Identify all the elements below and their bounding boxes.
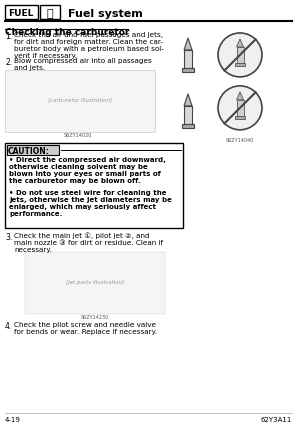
FancyBboxPatch shape [5,5,38,19]
Text: CAUTION:: CAUTION: [8,147,50,156]
Text: • Do not use steel wire for cleaning the
jets, otherwise the jet diameters may b: • Do not use steel wire for cleaning the… [9,190,172,217]
Polygon shape [184,38,192,50]
Bar [236,47,244,63]
Text: Blow compressed air into all passages
and jets.: Blow compressed air into all passages an… [14,58,152,71]
Text: S6ZY14230: S6ZY14230 [81,314,109,320]
Bar [25,252,165,314]
Text: 4.: 4. [5,322,12,331]
Text: Check the air and fuel passages and jets,
for dirt and foreign matter. Clean the: Check the air and fuel passages and jets… [14,32,164,59]
FancyBboxPatch shape [40,5,60,19]
Bar [236,100,244,116]
Polygon shape [184,94,192,106]
Text: S6ZY14040: S6ZY14040 [226,138,254,143]
Text: Checking the carburetor: Checking the carburetor [5,28,129,37]
Circle shape [218,33,262,77]
Text: Fuel system: Fuel system [68,9,143,19]
Text: • Direct the compressed air downward,
otherwise cleaning solvent may be
blown in: • Direct the compressed air downward, ot… [9,157,166,184]
Text: [jet parts illustration]: [jet parts illustration] [66,280,124,285]
Bar [182,124,194,128]
FancyBboxPatch shape [5,143,183,228]
FancyBboxPatch shape [7,145,59,155]
Text: [carburetor illustration]: [carburetor illustration] [48,97,112,102]
Text: 4-19: 4-19 [5,417,21,423]
Bar [235,63,245,66]
Bar [5,70,155,132]
Text: ⛽: ⛽ [47,9,53,19]
Bar [184,50,192,68]
Text: 2.: 2. [5,58,12,67]
Text: S6ZY14020: S6ZY14020 [64,133,92,138]
Bar [235,116,245,119]
Text: 3.: 3. [5,232,12,242]
Text: Check the pilot screw and needle valve
for bends or wear. Replace if necessary.: Check the pilot screw and needle valve f… [14,322,157,334]
Bar [182,68,194,72]
Text: Check the main jet ①, pilot jet ②, and
main nozzle ③ for dirt or residue. Clean : Check the main jet ①, pilot jet ②, and m… [14,232,163,253]
Text: 1.: 1. [5,32,12,41]
Polygon shape [236,92,244,100]
Circle shape [218,86,262,130]
Text: 62Y3A11: 62Y3A11 [261,417,292,423]
Polygon shape [236,39,244,47]
Bar [184,106,192,124]
Text: FUEL: FUEL [8,9,34,18]
